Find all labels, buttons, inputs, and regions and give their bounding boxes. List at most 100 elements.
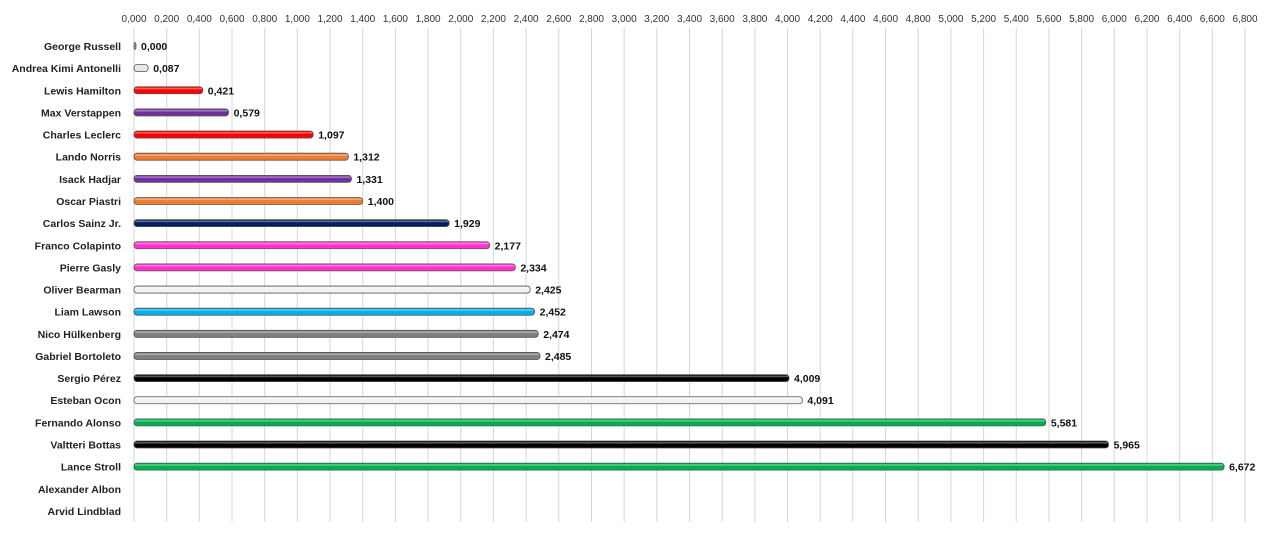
- bar-highlight: [135, 331, 538, 333]
- x-tick-label: 3,600: [710, 14, 735, 25]
- category-label: Liam Lawson: [54, 307, 121, 319]
- category-label: George Russell: [44, 41, 121, 53]
- value-label: 4,091: [807, 395, 833, 407]
- bar-highlight: [135, 397, 802, 400]
- bar-highlight: [135, 375, 788, 378]
- category-label: Arvid Lindblad: [48, 506, 122, 518]
- x-tick-label: 4,800: [906, 14, 931, 25]
- x-tick-label: 5,200: [971, 14, 996, 25]
- x-tick-label: 6,800: [1232, 14, 1257, 25]
- bar: [133, 418, 1047, 427]
- x-tick-label: 2,800: [579, 14, 604, 25]
- x-tick-label: 6,600: [1200, 14, 1225, 25]
- category-label: Lando Norris: [56, 152, 121, 164]
- x-tick-label: 3,800: [742, 14, 767, 25]
- x-tick-label: 1,600: [383, 14, 408, 25]
- bar-highlight: [135, 132, 313, 134]
- value-label: 2,452: [540, 307, 566, 319]
- value-label: 1,400: [368, 196, 394, 208]
- category-label: Lewis Hamilton: [44, 85, 121, 97]
- category-label: Oliver Bearman: [43, 285, 121, 297]
- x-tick-label: 6,400: [1167, 14, 1192, 25]
- value-label: 2,425: [535, 285, 561, 297]
- value-label: 4,009: [794, 373, 820, 385]
- bar-highlight: [135, 87, 202, 90]
- x-tick-label: 4,200: [808, 14, 833, 25]
- value-label: 2,177: [495, 240, 521, 252]
- x-tick-label: 3,200: [644, 14, 669, 25]
- bar-highlight: [135, 198, 362, 201]
- x-tick-label: 0,800: [252, 14, 277, 25]
- category-label: Nico Hülkenberg: [38, 329, 121, 341]
- bar: [133, 440, 1109, 449]
- bar: [133, 174, 352, 183]
- bar: [133, 462, 1225, 471]
- bar-highlight: [135, 287, 530, 289]
- x-tick-label: 0,400: [187, 14, 212, 25]
- value-label: 0,000: [141, 41, 167, 53]
- bar: [133, 329, 539, 338]
- bar-highlight: [135, 109, 228, 112]
- x-tick-label: 1,800: [416, 14, 441, 25]
- value-label: 1,929: [454, 218, 480, 230]
- x-tick-label: 5,000: [938, 14, 963, 25]
- category-label: Carlos Sainz Jr.: [43, 218, 121, 230]
- category-label: Oscar Piastri: [56, 196, 121, 208]
- x-tick-label: 2,600: [546, 14, 571, 25]
- x-tick-label: 4,000: [775, 14, 800, 25]
- gridlines: [133, 28, 1246, 522]
- bar: [133, 64, 149, 73]
- category-label: Gabriel Bortoleto: [35, 351, 121, 363]
- x-tick-label: 0,600: [220, 14, 245, 25]
- bar: [133, 152, 349, 161]
- bar: [133, 241, 491, 250]
- category-label: Esteban Ocon: [50, 395, 121, 407]
- category-label: Valtteri Bottas: [50, 440, 121, 452]
- bar: [133, 285, 531, 294]
- x-tick-label: 3,000: [612, 14, 637, 25]
- category-labels: George Russell Andrea Kimi Antonelli Lewis…: [12, 41, 121, 518]
- x-tick-label: 4,400: [840, 14, 865, 25]
- bar: [133, 108, 229, 117]
- x-tick-label: 2,400: [514, 14, 539, 25]
- x-tick-label: 2,000: [448, 14, 473, 25]
- bar-highlight: [135, 242, 489, 245]
- x-tick-label: 0,000: [121, 14, 146, 25]
- value-label: 2,474: [543, 329, 569, 341]
- x-tick-label: 3,400: [677, 14, 702, 25]
- bar: [133, 130, 314, 139]
- x-tick-label: 0,200: [154, 14, 179, 25]
- category-label: Fernando Alonso: [35, 417, 121, 429]
- category-label: Franco Colapinto: [35, 240, 121, 252]
- value-label: 5,965: [1114, 440, 1140, 452]
- bars: [133, 42, 1225, 471]
- value-label: 0,087: [153, 63, 179, 75]
- x-axis-ticks: 0,000 0,200 0,400 0,600 0,800 1,000 1,200 1,400…: [121, 14, 1257, 25]
- bar: [133, 396, 803, 405]
- category-label: Max Verstappen: [41, 107, 121, 119]
- value-label: 2,334: [520, 262, 546, 274]
- bar-highlight: [135, 65, 148, 68]
- value-label: 5,581: [1051, 417, 1077, 429]
- bar: [133, 263, 516, 272]
- category-label: Alexander Albon: [38, 484, 121, 496]
- bar-highlight: [135, 309, 534, 311]
- value-label: 1,312: [353, 152, 379, 164]
- bar-highlight: [135, 442, 1108, 444]
- bar: [133, 42, 137, 50]
- category-label: Andrea Kimi Antonelli: [12, 63, 121, 75]
- value-label: 0,421: [208, 85, 234, 97]
- bar: [133, 219, 450, 228]
- category-label: Isack Hadjar: [59, 174, 121, 186]
- x-tick-label: 5,800: [1069, 14, 1094, 25]
- bar: [133, 197, 364, 205]
- value-label: 1,331: [356, 174, 382, 186]
- value-label: 6,672: [1229, 462, 1255, 474]
- value-label: 2,485: [545, 351, 571, 363]
- bar-highlight: [135, 154, 348, 156]
- x-tick-label: 6,000: [1102, 14, 1127, 25]
- x-tick-label: 4,600: [873, 14, 898, 25]
- category-label: Pierre Gasly: [60, 262, 121, 274]
